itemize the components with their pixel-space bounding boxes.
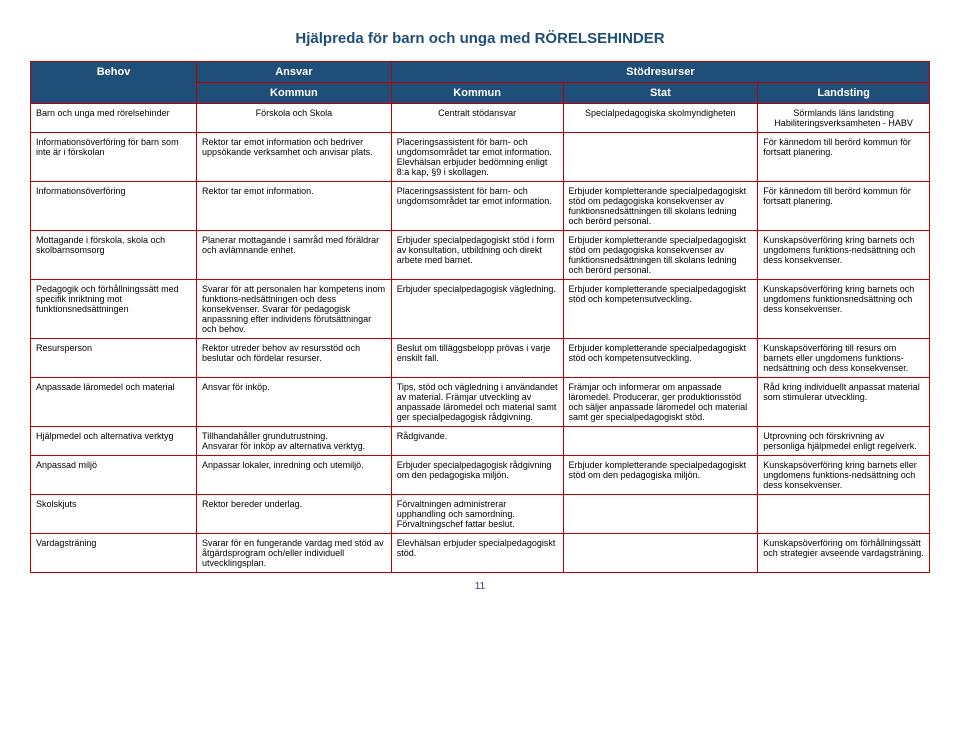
table-row: Mottagande i förskola, skola och skolbar…: [31, 231, 930, 280]
cell-landsting: Råd kring individuellt anpassat material…: [758, 378, 930, 427]
cell-kommun2: Erbjuder specialpedagogisk vägledning.: [391, 280, 563, 339]
cell-kommun2: Erbjuder specialpedagogiskt stöd i form …: [391, 231, 563, 280]
table-row: ResurspersonRektor utreder behov av resu…: [31, 339, 930, 378]
cell-kommun1: Svarar för att personalen har kompetens …: [197, 280, 392, 339]
cell-behov: Informationsöverföring: [31, 182, 197, 231]
cell-behov: Vardagsträning: [31, 534, 197, 573]
cell-kommun1: Svarar för en fungerande vardag med stöd…: [197, 534, 392, 573]
cell-landsting: Kunskapsöverföring till resurs om barnet…: [758, 339, 930, 378]
table-row: SkolskjutsRektor bereder underlag.Förval…: [31, 495, 930, 534]
subheader-landsting: Sörmlands läns landsting Habiliteringsve…: [758, 104, 930, 133]
cell-landsting: Kunskapsöverföring om förhållningssätt o…: [758, 534, 930, 573]
main-table: Behov Ansvar Stödresurser Kommun Kommun …: [30, 61, 930, 573]
cell-stat: Erbjuder kompletterande specialpedagogis…: [563, 456, 758, 495]
cell-behov: Resursperson: [31, 339, 197, 378]
cell-landsting: För kännedom till berörd kommun för fort…: [758, 133, 930, 182]
cell-behov: Anpassade läromedel och material: [31, 378, 197, 427]
cell-stat: Erbjuder kompletterande specialpedagogis…: [563, 339, 758, 378]
cell-kommun1: Tillhandahåller grundutrustning. Ansvara…: [197, 427, 392, 456]
cell-stat: Främjar och informerar om anpassade läro…: [563, 378, 758, 427]
page-number: 11: [30, 581, 930, 592]
page-title: Hjälpreda för barn och unga med RÖRELSEH…: [30, 30, 930, 47]
cell-kommun1: Rektor utreder behov av resursstöd och b…: [197, 339, 392, 378]
cell-kommun1: Rektor tar emot information och bedriver…: [197, 133, 392, 182]
cell-stat: [563, 534, 758, 573]
cell-behov: Mottagande i förskola, skola och skolbar…: [31, 231, 197, 280]
cell-landsting: Kunskapsöverföring kring barnets eller u…: [758, 456, 930, 495]
cell-behov: Skolskjuts: [31, 495, 197, 534]
cell-kommun2: Elevhälsan erbjuder specialpedagogiskt s…: [391, 534, 563, 573]
cell-stat: [563, 133, 758, 182]
cell-landsting: [758, 495, 930, 534]
cell-stat: Erbjuder kompletterande specialpedagogis…: [563, 280, 758, 339]
cell-stat: [563, 427, 758, 456]
cell-kommun1: Ansvar för inköp.: [197, 378, 392, 427]
subheader-kommun1: Förskola och Skola: [197, 104, 392, 133]
header-landsting: Landsting: [758, 83, 930, 104]
cell-kommun2: Rådgivande.: [391, 427, 563, 456]
cell-kommun1: Planerar mottagande i samråd med föräldr…: [197, 231, 392, 280]
subheader-kommun2: Centralt stödansvar: [391, 104, 563, 133]
cell-kommun1: Rektor bereder underlag.: [197, 495, 392, 534]
cell-kommun2: Erbjuder specialpedagogisk rådgivning om…: [391, 456, 563, 495]
cell-kommun2: Placeringsassistent för barn- och ungdom…: [391, 182, 563, 231]
table-row: Anpassad miljöAnpassar lokaler, inrednin…: [31, 456, 930, 495]
cell-behov: Anpassad miljö: [31, 456, 197, 495]
table-row: VardagsträningSvarar för en fungerande v…: [31, 534, 930, 573]
subheader-stat: Specialpedagogiska skolmyndigheten: [563, 104, 758, 133]
cell-kommun2: Tips, stöd och vägledning i användandet …: [391, 378, 563, 427]
cell-landsting: För kännedom till berörd kommun för fort…: [758, 182, 930, 231]
cell-behov: Pedagogik och förhållningssätt med speci…: [31, 280, 197, 339]
cell-behov: Hjälpmedel och alternativa verktyg: [31, 427, 197, 456]
table-row: Informationsöverföring för barn som inte…: [31, 133, 930, 182]
subheader-behov: Barn och unga med rörelsehinder: [31, 104, 197, 133]
cell-behov: Informationsöverföring för barn som inte…: [31, 133, 197, 182]
header-behov: Behov: [31, 62, 197, 104]
cell-kommun2: Beslut om tilläggsbelopp prövas i varje …: [391, 339, 563, 378]
header-kommun2: Kommun: [391, 83, 563, 104]
cell-kommun1: Rektor tar emot information.: [197, 182, 392, 231]
cell-stat: [563, 495, 758, 534]
cell-kommun2: Placeringsassistent för barn- och ungdom…: [391, 133, 563, 182]
table-row: InformationsöverföringRektor tar emot in…: [31, 182, 930, 231]
subheader-row: Barn och unga med rörelsehinder Förskola…: [31, 104, 930, 133]
table-row: Anpassade läromedel och materialAnsvar f…: [31, 378, 930, 427]
cell-stat: Erbjuder kompletterande specialpedagogis…: [563, 182, 758, 231]
table-row: Pedagogik och förhållningssätt med speci…: [31, 280, 930, 339]
cell-landsting: Utprovning och förskrivning av personlig…: [758, 427, 930, 456]
cell-kommun1: Anpassar lokaler, inredning och utemiljö…: [197, 456, 392, 495]
cell-landsting: Kunskapsöverföring kring barnets och ung…: [758, 280, 930, 339]
cell-kommun2: Förvaltningen administrerar upphandling …: [391, 495, 563, 534]
header-kommun1: Kommun: [197, 83, 392, 104]
header-stat: Stat: [563, 83, 758, 104]
table-row: Hjälpmedel och alternativa verktygTillha…: [31, 427, 930, 456]
header-ansvar: Ansvar: [197, 62, 392, 83]
header-stodresurser: Stödresurser: [391, 62, 929, 83]
cell-landsting: Kunskapsöverföring kring barnets och ung…: [758, 231, 930, 280]
cell-stat: Erbjuder kompletterande specialpedagogis…: [563, 231, 758, 280]
